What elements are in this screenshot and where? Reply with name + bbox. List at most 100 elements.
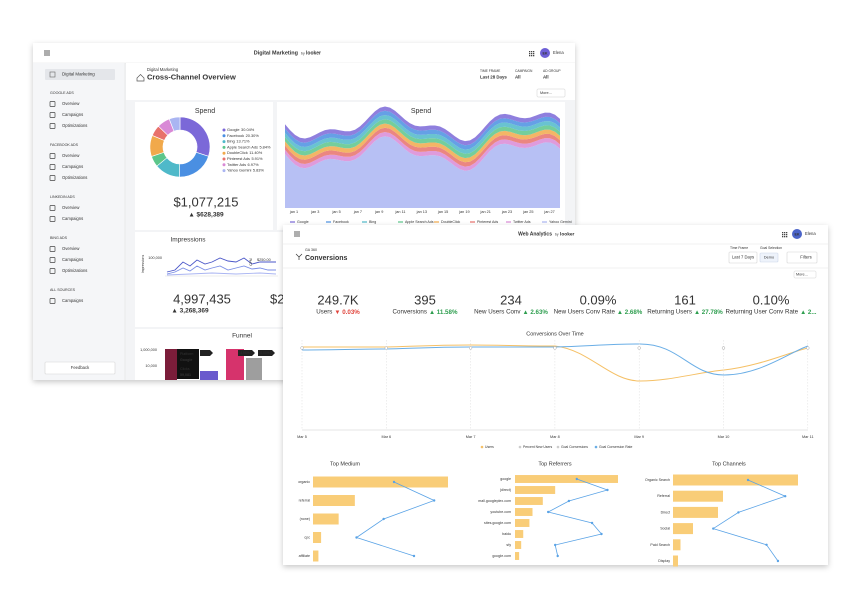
bar	[515, 486, 556, 494]
legend-label: DoubleClick	[441, 220, 460, 224]
rate-line	[547, 478, 609, 557]
sidebar-item[interactable]: Campaigns	[62, 298, 83, 303]
more-dropdown[interactable]	[536, 88, 566, 98]
x-tick-label: jan 21	[480, 210, 491, 214]
bar	[515, 530, 524, 538]
filter-value[interactable]: Last 28 Days	[480, 75, 507, 80]
bar	[313, 532, 322, 543]
legend-label: Twitter Ads	[513, 220, 531, 224]
x-tick-label: jan 19	[458, 210, 469, 214]
brand: looker	[306, 50, 321, 56]
menu-icon[interactable]	[294, 231, 300, 237]
y-tick-label: $250.00	[257, 258, 271, 262]
bar	[313, 476, 448, 488]
panel	[243, 232, 283, 327]
point	[300, 346, 304, 350]
x-tick-label: jan 5	[331, 210, 340, 214]
sidebar-section: BING ADS	[50, 236, 68, 240]
sidebar-home: Digital Marketing	[62, 72, 95, 77]
line-chart-grid	[300, 340, 810, 431]
sidebar-item[interactable]: Campaigns	[62, 257, 83, 262]
bar	[673, 539, 681, 551]
user-name: Elena	[805, 231, 816, 236]
x-tick-label: jan 23	[501, 210, 512, 214]
tooltip-key: Platform	[180, 352, 193, 356]
feedback-button[interactable]	[44, 361, 116, 375]
sidebar-item[interactable]: Optimizations	[62, 268, 87, 273]
sidebar-section: GOOGLE ADS	[50, 91, 74, 95]
menu-icon[interactable]	[44, 50, 50, 56]
axis-label: CPM	[249, 258, 253, 266]
category-label: Referral	[657, 494, 670, 498]
filters-button[interactable]: Filters	[800, 255, 811, 260]
change-value: ▲ 3,268,369	[171, 308, 209, 315]
legend-label: Goal Conversion Rate	[599, 445, 632, 449]
filter-value[interactable]: All	[515, 75, 521, 80]
rate-point	[392, 480, 396, 484]
bar	[673, 523, 693, 535]
more[interactable]: More...	[796, 273, 808, 277]
item-icon	[49, 101, 56, 107]
chart-title: Top Referrers	[538, 461, 572, 467]
rate-point	[746, 478, 750, 482]
rate-label: 4.95%	[240, 351, 250, 355]
sidebar-item[interactable]: Overview	[62, 246, 80, 251]
point	[553, 346, 557, 350]
more[interactable]: More...	[540, 91, 552, 95]
category-label: Organic Search	[645, 478, 670, 482]
legend-swatch	[222, 157, 226, 161]
kpi-change: ▲ 27.78%	[694, 309, 723, 316]
apps-icon	[529, 53, 531, 55]
legend-name: Pinterest Ads 5.91%	[227, 156, 263, 161]
legend-swatch	[222, 163, 226, 167]
sidebar-item[interactable]: Overview	[62, 101, 80, 106]
goal-select[interactable]	[759, 252, 779, 263]
rate-label: 0.00%	[260, 351, 270, 355]
x-tick-label: Mar 10	[718, 435, 730, 439]
kpi-label: Returning Users ▲ 27.78%	[647, 309, 723, 316]
time-frame-select[interactable]	[728, 251, 758, 264]
filter-value[interactable]: All	[543, 75, 549, 80]
legend-name: Google 30.04%	[227, 127, 255, 132]
point	[806, 346, 810, 350]
avatar-initials: EK	[795, 232, 800, 236]
filter-value[interactable]: Last 7 Days	[732, 255, 754, 260]
point	[468, 346, 473, 350]
tooltip-key: Clicks	[180, 367, 190, 371]
sidebar-active[interactable]	[45, 69, 115, 80]
sidebar-item[interactable]: Optimizations	[62, 175, 87, 180]
filter-value[interactable]: Demo	[764, 256, 774, 260]
kpi-value: 395	[414, 292, 436, 307]
legend-swatch	[222, 140, 226, 144]
sidebar-item[interactable]: Overview	[62, 205, 80, 210]
legend-name: Bing 13.71%	[227, 139, 250, 144]
rate-point	[567, 499, 571, 503]
tooltip-value: 59,081	[180, 373, 191, 377]
sidebar-item[interactable]: Campaigns	[62, 164, 83, 169]
sidebar-item[interactable]: Optimizations	[62, 123, 87, 128]
rate-point	[412, 554, 416, 558]
user-name: Elena	[553, 50, 564, 55]
sidebar-item[interactable]: Campaigns	[62, 112, 83, 117]
legend-label: Apple Search Ads	[405, 220, 434, 224]
item-icon	[49, 246, 56, 252]
legend-label: Pinterest Ads	[477, 220, 498, 224]
item-icon	[49, 112, 56, 118]
legend-label: Facebook	[333, 220, 349, 224]
more-dropdown[interactable]	[793, 270, 817, 279]
sidebar-item[interactable]: Campaigns	[62, 216, 83, 221]
apps-icon	[782, 236, 784, 238]
apps-icon	[531, 51, 533, 53]
sidebar-item[interactable]: Overview	[62, 153, 80, 158]
bar	[515, 508, 533, 516]
filter-label: Time Frame	[730, 246, 748, 250]
rate-point	[737, 511, 740, 514]
area-band	[285, 136, 560, 208]
legend-value: 5.91%	[251, 156, 263, 161]
kpi-change: ▲ 2.68%	[617, 309, 643, 316]
item-icon	[49, 298, 56, 304]
page-title: Conversions	[305, 255, 348, 262]
legend-name: Twitter Ads 6.97%	[227, 162, 259, 167]
item-icon	[49, 257, 56, 263]
filters-button[interactable]	[786, 251, 818, 264]
